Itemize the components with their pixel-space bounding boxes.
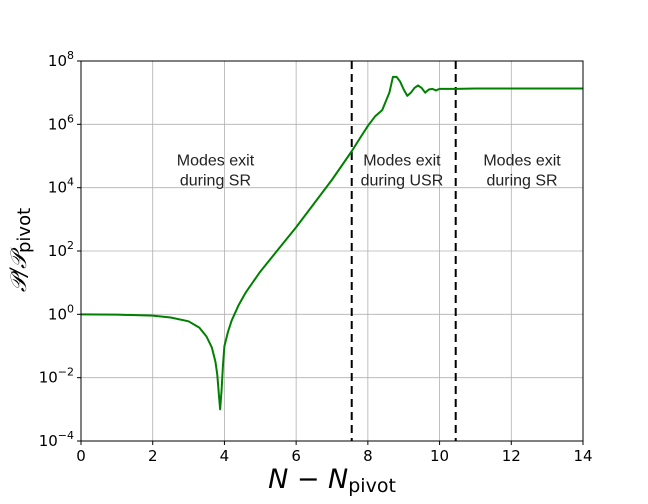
x-tick-label: 14 (573, 447, 592, 465)
x-tick-label: 6 (291, 447, 301, 465)
y-tick-label: 10−2 (39, 366, 74, 387)
y-tick-label: 106 (48, 112, 74, 133)
x-axis-label: N − Npivot (268, 464, 396, 497)
y-tick-exponent: 8 (67, 49, 74, 62)
annotation-line: during SR (486, 173, 557, 190)
y-tick-label: 100 (48, 302, 74, 323)
x-axis-label-main: N − N (268, 464, 348, 495)
y-tick-label: 108 (48, 49, 74, 70)
y-axis-label: 𝒫/𝒫pivot (7, 208, 35, 292)
annotation-line: Modes exit (363, 153, 441, 170)
x-axis-ticks: 0 2 4 6 8 10 12 14 (76, 441, 593, 465)
annotation-text: Modes exit during USR (361, 153, 444, 190)
x-tick-label: 0 (76, 447, 86, 465)
y-tick-base: 10 (39, 432, 58, 450)
x-tick-label: 4 (220, 447, 230, 465)
series-line (80, 75, 583, 411)
y-tick-base: 10 (48, 305, 67, 323)
annotation-line: during SR (180, 173, 251, 190)
y-tick-exponent: 6 (67, 112, 74, 125)
x-tick-label: 2 (148, 447, 158, 465)
annotation-text: Modes exit during SR (483, 153, 561, 190)
x-axis-label-sub: pivot (348, 475, 396, 497)
y-tick-exponent: 4 (67, 176, 74, 189)
y-tick-label: 10−4 (39, 429, 74, 450)
x-tick-label: 12 (502, 447, 521, 465)
y-axis-label-sub: pivot (14, 208, 35, 253)
y-tick-base: 10 (48, 179, 67, 197)
annotation-line: Modes exit (177, 153, 255, 170)
y-tick-exponent: −4 (58, 429, 74, 442)
annotation-line: Modes exit (483, 153, 561, 170)
y-tick-exponent: 0 (67, 302, 74, 315)
annotation-line: during USR (361, 173, 444, 190)
grid (80, 60, 584, 442)
y-tick-base: 10 (48, 52, 67, 70)
series-group (80, 75, 583, 411)
y-tick-label: 104 (48, 176, 74, 197)
annotation-text: Modes exit during SR (177, 153, 255, 190)
y-axis-label-main: 𝒫/𝒫 (7, 247, 32, 292)
x-tick-label: 8 (363, 447, 373, 465)
vertical-lines (350, 61, 457, 441)
x-tick-label: 10 (430, 447, 449, 465)
y-tick-exponent: 2 (67, 239, 74, 252)
y-tick-exponent: −2 (58, 366, 74, 379)
y-tick-label: 102 (48, 239, 74, 260)
y-tick-base: 10 (39, 369, 58, 387)
y-tick-base: 10 (48, 242, 67, 260)
y-tick-base: 10 (48, 115, 67, 133)
